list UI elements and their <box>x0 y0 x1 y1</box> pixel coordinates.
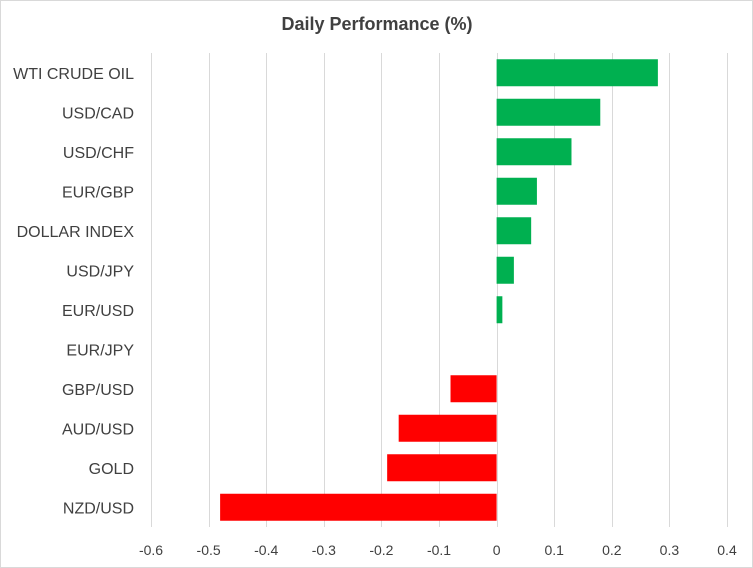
bar-usd-cad <box>496 98 601 126</box>
bar-usd-chf <box>496 138 572 166</box>
bar-usd-jpy <box>496 256 514 284</box>
x-tick-label: -0.5 <box>197 542 221 558</box>
gridlines <box>151 53 728 527</box>
x-tick-label: -0.6 <box>139 542 163 558</box>
bar-eur-usd <box>496 296 503 324</box>
x-tick-label: 0.3 <box>660 542 680 558</box>
x-axis-ticks: -0.6 -0.5 -0.4 -0.3 -0.2 -0.1 0 0.1 0.2 0.3 0.4 <box>139 542 737 558</box>
category-label: GBP/USD <box>62 382 134 399</box>
bar-eur-gbp <box>496 177 537 205</box>
x-tick-label: 0.2 <box>602 542 622 558</box>
bar-dollar-index <box>496 217 532 245</box>
bar-aud-usd <box>398 414 497 442</box>
x-tick-label: -0.4 <box>254 542 278 558</box>
category-label: NZD/USD <box>63 500 134 517</box>
bar-gbp-usd <box>450 375 497 403</box>
bars <box>220 59 658 521</box>
category-label: USD/CAD <box>62 105 134 122</box>
category-label: USD/CHF <box>63 145 134 162</box>
category-label: EUR/GBP <box>62 184 134 201</box>
bar-nzd-usd <box>220 493 497 521</box>
x-tick-label: -0.2 <box>369 542 393 558</box>
category-label: USD/JPY <box>66 263 134 280</box>
x-tick-label: 0.4 <box>717 542 737 558</box>
category-label: GOLD <box>89 461 134 478</box>
x-tick-label: 0 <box>493 542 501 558</box>
category-label: AUD/USD <box>62 421 134 438</box>
bar-wti-crude-oil <box>496 59 658 87</box>
bar-gold <box>387 454 497 482</box>
chart-title: Daily Performance (%) <box>281 14 472 34</box>
x-tick-label: 0.1 <box>544 542 564 558</box>
x-tick-label: -0.1 <box>427 542 451 558</box>
category-label: EUR/JPY <box>66 342 134 359</box>
category-label: EUR/USD <box>62 303 134 320</box>
category-label: WTI CRUDE OIL <box>13 66 134 83</box>
category-labels: WTI CRUDE OIL USD/CAD USD/CHF EUR/GBP DOLLAR… <box>13 66 134 518</box>
x-tick-label: -0.3 <box>312 542 336 558</box>
category-label: DOLLAR INDEX <box>17 224 135 241</box>
